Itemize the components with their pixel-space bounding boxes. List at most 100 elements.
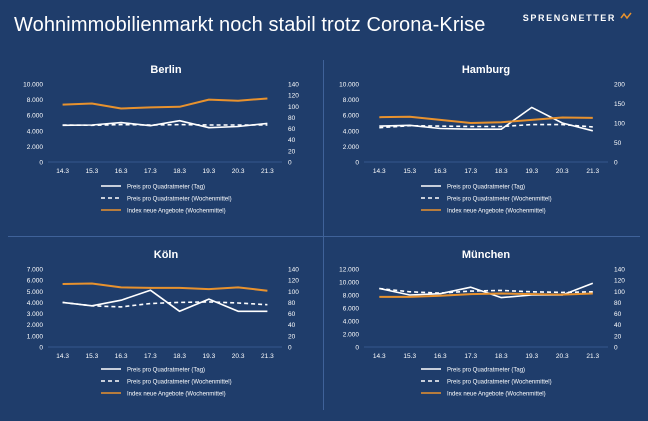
x-tick-label: 15.3 [86,353,99,360]
legend-label: Index neue Angebote (Wochenmittel) [127,208,226,214]
y-left-tick-label: 2.000 [343,332,360,339]
legend-label: Preis pro Quadratmeter (Tag) [447,367,525,373]
y-right-tick-label: 120 [288,93,299,100]
y-right-tick-label: 140 [288,267,299,274]
y-left-tick-label: 12.000 [339,267,359,274]
chart-title: Berlin [150,64,181,76]
y-left-tick-label: 6.000 [343,306,360,313]
x-tick-label: 20.3 [556,168,569,175]
x-tick-label: 15.3 [86,168,99,175]
chart-title: München [462,249,511,261]
x-tick-label: 14.3 [56,168,69,175]
brand-name: SPRENGNETTER [522,13,616,23]
legend-label: Preis pro Quadratmeter (Wochenmittel) [447,196,552,202]
y-left-tick-label: 10.000 [23,82,43,89]
series-line-preis-pro-quadratmeter-tag [62,119,268,129]
y-right-tick-label: 60 [288,311,296,318]
y-left-tick-label: 7.000 [27,267,44,274]
y-left-tick-label: 6.000 [343,113,360,120]
x-tick-label: 15.3 [403,353,416,360]
y-right-tick-label: 80 [288,115,296,122]
x-tick-label: 14.3 [373,168,386,175]
legend-label: Preis pro Quadratmeter (Tag) [127,184,205,190]
y-right-tick-label: 40 [288,322,296,329]
chart-muenchen: München 0 2.000 4.000 6.000 8.000 10.000 12.000… [339,249,625,397]
series-line-index-neue-angebote-wochenmittel [62,282,268,292]
legend-label: Preis pro Quadratmeter (Tag) [127,367,205,373]
series-line-preis-pro-quadratmeter-wochenmittel [62,301,268,308]
x-tick-label: 19.3 [203,168,216,175]
y-left-tick-label: 6.000 [27,278,44,285]
y-left-tick-label: 0 [39,160,43,167]
series-line-preis-pro-quadratmeter-tag [62,289,268,313]
y-left-tick-label: 4.000 [27,128,44,135]
y-left-tick-label: 0 [355,160,359,167]
series-line-preis-pro-quadratmeter-wochenmittel [379,287,593,294]
legend-label: Index neue Angebote (Wochenmittel) [447,391,546,397]
x-tick-label: 21.3 [586,168,599,175]
y-right-tick-label: 80 [614,300,622,307]
brand-logo: SPRENGNETTER [523,12,632,24]
y-left-tick-label: 8.000 [343,97,360,104]
x-tick-label: 16.3 [434,353,447,360]
page-title: Wohnimmobilienmarkt noch stabil trotz Co… [14,14,486,36]
y-right-tick-label: 100 [614,121,625,128]
series-line-preis-pro-quadratmeter-wochenmittel [379,123,593,129]
y-left-tick-label: 1.000 [27,333,44,340]
y-right-tick-label: 80 [288,300,296,307]
y-right-tick-label: 40 [288,137,296,144]
x-tick-label: 17.3 [144,168,157,175]
chart-berlin: Berlin 0 2.000 4.000 6.000 8.000 10.000 0 20 40 60… [23,64,299,214]
x-tick-label: 19.3 [203,353,216,360]
x-tick-label: 18.3 [173,168,186,175]
y-left-tick-label: 3.000 [27,311,44,318]
x-tick-label: 15.3 [403,168,416,175]
y-right-tick-label: 60 [288,126,296,133]
x-tick-label: 16.3 [434,168,447,175]
y-right-tick-label: 100 [288,104,299,111]
y-left-tick-label: 0 [39,345,43,352]
x-tick-label: 18.3 [495,353,508,360]
y-right-tick-label: 20 [288,333,296,340]
y-right-tick-label: 150 [614,101,625,108]
y-right-tick-label: 120 [614,278,625,285]
x-tick-label: 17.3 [144,353,157,360]
x-tick-label: 16.3 [115,168,128,175]
y-right-tick-label: 100 [614,289,625,296]
x-tick-label: 14.3 [373,353,386,360]
chart-hamburg: Hamburg 0 2.000 4.000 6.000 8.000 10.000 0 50 100… [339,64,625,214]
x-tick-label: 18.3 [173,353,186,360]
y-right-tick-label: 20 [614,333,622,340]
y-right-tick-label: 0 [614,160,618,167]
legend-label: Preis pro Quadratmeter (Wochenmittel) [127,196,232,202]
x-tick-label: 18.3 [495,168,508,175]
x-tick-label: 21.3 [261,353,274,360]
legend-label: Index neue Angebote (Wochenmittel) [127,391,226,397]
x-tick-label: 17.3 [464,353,477,360]
panel-divider-horizontal [8,236,640,237]
panel-divider-vertical [323,60,324,410]
series-line-index-neue-angebote-wochenmittel [379,292,593,298]
y-left-tick-label: 5.000 [27,289,44,296]
x-tick-label: 19.3 [525,353,538,360]
y-left-tick-label: 4.000 [27,300,44,307]
y-right-tick-label: 0 [614,345,618,352]
y-left-tick-label: 10.000 [339,82,359,89]
y-left-tick-label: 10.000 [339,280,359,287]
x-tick-label: 16.3 [115,353,128,360]
x-tick-label: 17.3 [464,168,477,175]
y-right-tick-label: 20 [288,148,296,155]
legend-label: Preis pro Quadratmeter (Wochenmittel) [127,379,232,385]
y-left-tick-label: 2.000 [27,322,44,329]
y-right-tick-label: 100 [288,289,299,296]
y-right-tick-label: 120 [288,278,299,285]
legend-label: Preis pro Quadratmeter (Wochenmittel) [447,379,552,385]
series-line-preis-pro-quadratmeter-wochenmittel [62,123,268,127]
x-tick-label: 21.3 [261,168,274,175]
y-left-tick-label: 8.000 [343,293,360,300]
x-tick-label: 20.3 [232,353,245,360]
y-right-tick-label: 0 [288,345,292,352]
x-tick-label: 20.3 [556,353,569,360]
y-left-tick-label: 6.000 [27,113,44,120]
